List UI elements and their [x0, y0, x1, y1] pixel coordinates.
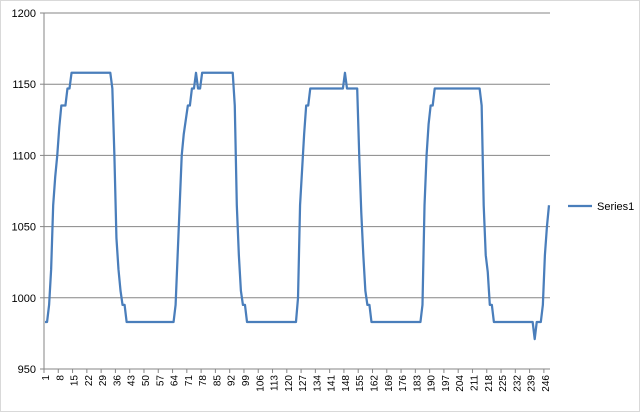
x-tick-label: 141 — [327, 375, 338, 392]
x-tick-label: 1 — [41, 375, 52, 381]
x-tick-label: 22 — [84, 375, 95, 387]
x-tick-label: 36 — [112, 375, 123, 387]
x-tick-label: 239 — [527, 375, 538, 392]
x-tick-label: 197 — [441, 375, 452, 392]
x-tick-label: 246 — [541, 375, 552, 392]
x-tick-label: 8 — [55, 375, 66, 381]
x-tick-label: 120 — [284, 375, 295, 392]
y-tick-label: 950 — [18, 364, 36, 376]
x-tick-label: 50 — [141, 375, 152, 387]
x-tick-label: 204 — [455, 375, 466, 392]
x-tick-label: 71 — [184, 375, 195, 387]
x-tick-label: 155 — [355, 375, 366, 392]
legend-label: Series1 — [597, 201, 634, 213]
x-tick-label: 99 — [241, 375, 252, 387]
y-tick-label: 1100 — [12, 150, 36, 162]
x-tick-label: 169 — [384, 375, 395, 392]
x-tick-label: 43 — [127, 375, 138, 387]
x-tick-label: 183 — [412, 375, 423, 392]
series-line — [45, 71, 551, 341]
y-tick-label: 1050 — [12, 222, 36, 234]
y-tick-label: 1150 — [12, 79, 36, 91]
x-tick-label: 29 — [98, 375, 109, 387]
x-tick-label: 218 — [484, 375, 495, 392]
x-tick-label: 190 — [427, 375, 438, 392]
x-tick-label: 176 — [398, 375, 409, 392]
x-tick-label: 57 — [155, 375, 166, 387]
x-tick-label: 162 — [370, 375, 381, 392]
x-tick-label: 225 — [498, 375, 509, 392]
x-tick-label: 232 — [512, 375, 523, 392]
x-tick-label: 148 — [341, 375, 352, 392]
x-tick-label: 211 — [469, 375, 480, 391]
x-tick-label: 92 — [227, 375, 238, 387]
x-tick-label: 15 — [70, 375, 81, 387]
y-tick-label: 1200 — [12, 8, 36, 20]
x-tick-label: 113 — [270, 375, 281, 391]
y-tick-label: 1000 — [12, 293, 36, 305]
x-tick-label: 85 — [212, 375, 223, 387]
x-tick-label: 78 — [198, 375, 209, 387]
x-tick-label: 134 — [312, 375, 323, 392]
x-tick-label: 127 — [298, 375, 309, 392]
x-tick-label: 106 — [255, 375, 266, 392]
x-tick-label: 64 — [170, 375, 181, 387]
